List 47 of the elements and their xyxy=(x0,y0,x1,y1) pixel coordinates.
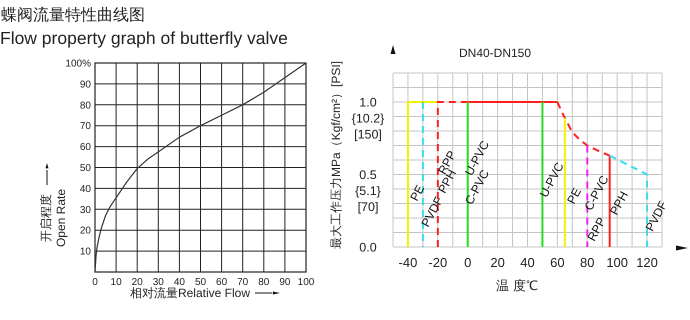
x-tick-label: 40 xyxy=(520,255,535,270)
x-tick-label: 10 xyxy=(110,277,122,288)
text: {10.2} [150] xyxy=(352,112,384,142)
x-tick-label: 100 xyxy=(298,277,315,288)
y-tick-label: 30 xyxy=(80,204,92,216)
y-tick-label: 0.0 xyxy=(359,240,377,254)
x-tick-label: 70 xyxy=(237,277,249,288)
chart-title: 蝶阀流量特性曲线图 xyxy=(1,6,145,24)
y-tick-label: 10 xyxy=(80,246,92,258)
x-tick-label: 60 xyxy=(216,277,228,288)
y-tick-label: 60 xyxy=(80,142,92,154)
annotation: PE xyxy=(564,186,584,206)
y-tick-label: 40 xyxy=(80,184,92,195)
y-tick-label: 0.5 xyxy=(359,168,377,182)
x-tick-label: 40 xyxy=(174,277,186,288)
x-tick-label: -20 xyxy=(428,255,448,270)
x-tick-label: 90 xyxy=(279,277,291,288)
x-tick-label: 30 xyxy=(152,277,164,288)
x-tick-label: 60 xyxy=(550,255,565,270)
annotation: PVDF xyxy=(642,198,670,234)
y-tick-label: 100% xyxy=(65,58,92,70)
y-tick-label: 90 xyxy=(80,79,92,90)
annotation: PPH xyxy=(606,188,631,218)
x-tick-label: 20 xyxy=(132,277,144,288)
chart-title: DN40-DN150 xyxy=(458,46,532,60)
y-tick-label: 80 xyxy=(80,100,92,112)
x-tick-label: 0 xyxy=(92,277,98,288)
line-series xyxy=(94,62,307,273)
y-axis-title: 开启程度 Open Rate xyxy=(39,188,68,248)
x-tick-label: 20 xyxy=(490,255,505,270)
y-tick-label: 1.0 xyxy=(359,96,377,110)
annotation: RPP xyxy=(584,215,609,244)
y-tick-label: 20 xyxy=(80,226,92,237)
x-tick-label: 100 xyxy=(606,255,628,270)
x-tick-label: 50 xyxy=(194,277,206,288)
x-axis-title: 相对流量Relative Flow xyxy=(130,286,250,300)
y-axis-title: 最大工作压力MPa（Kgf/cm²）[PSI] xyxy=(329,60,343,250)
x-tick-label: 80 xyxy=(258,277,270,288)
chart-subtitle: Flow property graph of butterfly valve xyxy=(0,28,288,48)
y-tick-label: 50 xyxy=(80,163,92,174)
text: {5.1} [70] xyxy=(355,184,381,214)
x-tick-label: 0 xyxy=(464,255,472,270)
x-axis-title: 温 度℃ xyxy=(496,278,538,293)
x-tick-label: 120 xyxy=(636,255,658,270)
x-tick-label: 80 xyxy=(580,255,595,270)
y-tick-label: 70 xyxy=(80,121,92,132)
x-tick-label: -40 xyxy=(398,255,418,270)
